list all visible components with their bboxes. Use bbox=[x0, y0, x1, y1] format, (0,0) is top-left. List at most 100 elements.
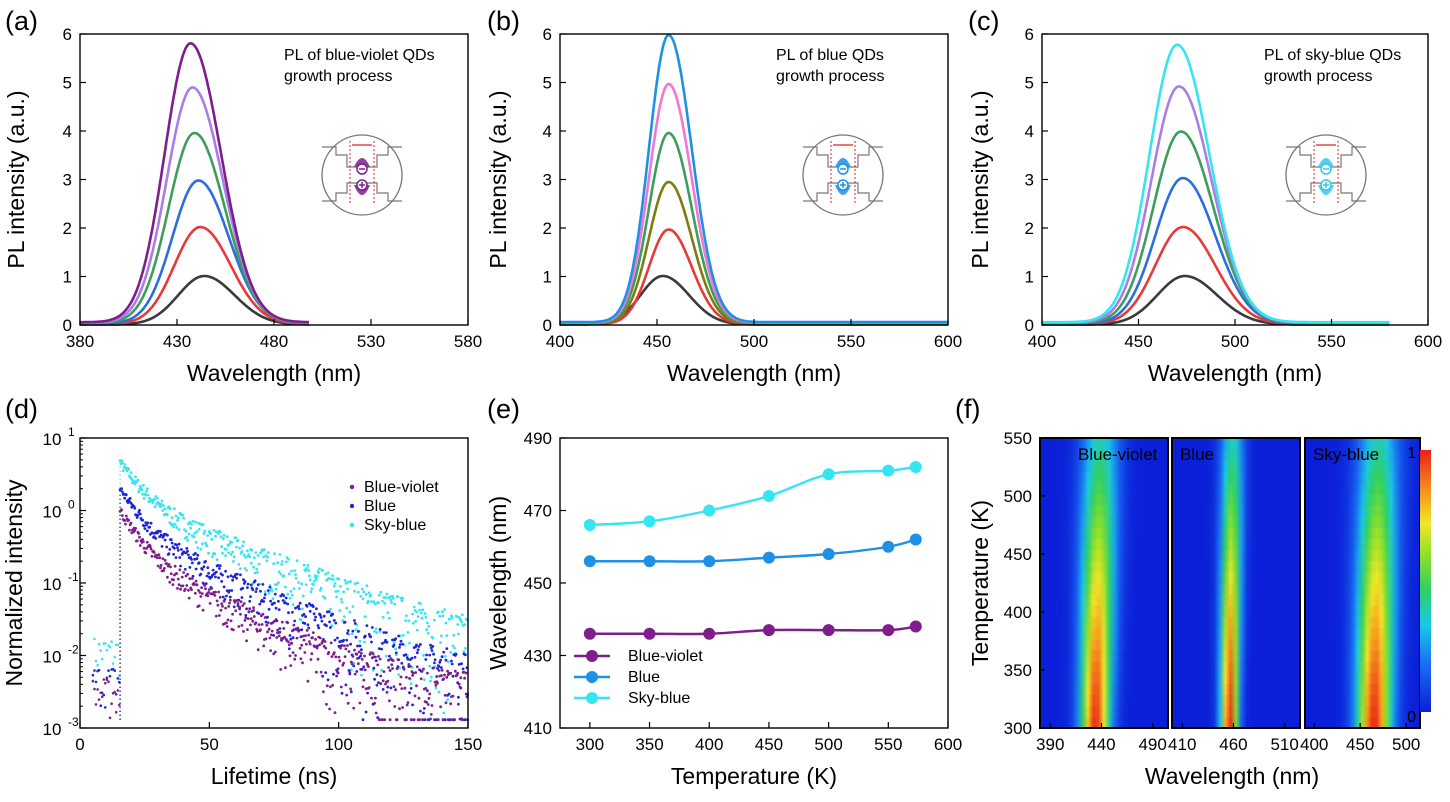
decay-point bbox=[326, 571, 330, 575]
decay-point bbox=[301, 634, 305, 638]
decay-point bbox=[177, 583, 181, 587]
decay-point bbox=[180, 575, 184, 579]
decay-point bbox=[247, 610, 251, 613]
series-point bbox=[583, 627, 596, 640]
decay-point bbox=[159, 566, 162, 570]
decay-point bbox=[167, 505, 171, 509]
decay-point bbox=[97, 642, 101, 646]
decay-point bbox=[262, 555, 266, 559]
decay-point bbox=[292, 587, 296, 590]
decay-point bbox=[232, 605, 236, 609]
decay-point bbox=[412, 605, 416, 609]
heatmap-row bbox=[1305, 470, 1420, 484]
decay-point bbox=[214, 575, 217, 579]
decay-point bbox=[434, 683, 438, 687]
decay-point bbox=[266, 555, 269, 559]
decay-point bbox=[287, 643, 291, 647]
heatmap-frame bbox=[1171, 437, 1301, 729]
decay-point bbox=[451, 674, 455, 678]
decay-point bbox=[435, 675, 439, 678]
decay-point bbox=[356, 662, 360, 666]
decay-point bbox=[373, 677, 376, 681]
decay-point bbox=[339, 646, 342, 650]
heatmap-row bbox=[1040, 582, 1168, 595]
decay-point bbox=[266, 589, 270, 592]
decay-point bbox=[228, 589, 231, 592]
heatmap-row bbox=[1040, 705, 1168, 718]
decay-point bbox=[288, 634, 292, 637]
decay-point bbox=[343, 644, 346, 648]
decay-point bbox=[329, 685, 332, 689]
decay-point bbox=[231, 612, 235, 616]
decay-point bbox=[127, 467, 130, 471]
decay-point bbox=[306, 679, 310, 683]
decay-point bbox=[297, 628, 301, 632]
decay-point bbox=[225, 594, 228, 598]
decay-point bbox=[284, 585, 287, 589]
decay-point bbox=[377, 681, 380, 684]
heatmap-row bbox=[1172, 582, 1300, 595]
decay-point bbox=[331, 574, 335, 577]
decay-point bbox=[201, 608, 205, 612]
decay-point bbox=[163, 558, 167, 562]
heatmap-row bbox=[1172, 493, 1300, 506]
decay-point bbox=[284, 596, 288, 600]
decay-point bbox=[397, 673, 401, 677]
decay-point bbox=[427, 697, 431, 700]
decay-point bbox=[332, 578, 335, 581]
decay-point bbox=[176, 516, 180, 520]
heatmap-3: 400 450 500 Sky-blue bbox=[1300, 437, 1421, 754]
decay-point bbox=[378, 628, 382, 631]
decay-point bbox=[433, 618, 436, 622]
decay-point bbox=[318, 613, 322, 617]
decay-point bbox=[218, 564, 222, 568]
decay-point bbox=[194, 579, 198, 583]
decay-point bbox=[405, 675, 408, 679]
decay-point bbox=[377, 593, 381, 597]
decay-point bbox=[453, 646, 456, 650]
decay-point bbox=[142, 546, 146, 550]
decay-point bbox=[381, 688, 385, 691]
decay-point bbox=[342, 638, 345, 642]
heatmap-row bbox=[1040, 459, 1168, 472]
heatmap-row bbox=[1040, 549, 1168, 562]
decay-point bbox=[221, 551, 224, 555]
decay-point bbox=[364, 710, 368, 714]
decay-point bbox=[322, 614, 326, 618]
decay-point bbox=[337, 655, 341, 659]
decay-point bbox=[155, 553, 159, 557]
decay-point bbox=[434, 686, 438, 690]
decay-point bbox=[439, 658, 442, 662]
decay-point bbox=[426, 671, 429, 675]
decay-point bbox=[354, 628, 358, 632]
decay-point bbox=[405, 703, 409, 707]
decay-point bbox=[234, 609, 238, 613]
decay-point bbox=[382, 631, 386, 634]
decay-point bbox=[207, 588, 211, 591]
decay-point bbox=[218, 595, 222, 599]
decay-point bbox=[457, 702, 460, 706]
decay-point bbox=[107, 669, 110, 672]
decay-point bbox=[402, 667, 406, 671]
decay-point bbox=[417, 645, 421, 648]
x-tick-label: 580 bbox=[454, 332, 482, 351]
series-point bbox=[643, 627, 656, 640]
decay-point bbox=[457, 663, 461, 666]
decay-point bbox=[417, 696, 421, 700]
decay-point bbox=[114, 693, 118, 696]
x-tick-label: 510 bbox=[1270, 735, 1298, 754]
decay-point bbox=[464, 653, 467, 657]
decay-point bbox=[255, 567, 259, 571]
y-tick-label: 6 bbox=[63, 25, 72, 44]
decay-point bbox=[174, 514, 178, 518]
decay-point bbox=[173, 546, 176, 550]
decay-point bbox=[353, 589, 356, 593]
heatmap-row bbox=[1040, 682, 1168, 696]
heatmap-label: Sky-blue bbox=[1313, 445, 1379, 464]
decay-point bbox=[165, 562, 169, 565]
decay-point bbox=[430, 704, 434, 707]
decay-point bbox=[341, 663, 345, 667]
x-tick-label: 500 bbox=[1221, 332, 1249, 351]
decay-point bbox=[120, 508, 123, 512]
decay-point bbox=[433, 718, 436, 722]
